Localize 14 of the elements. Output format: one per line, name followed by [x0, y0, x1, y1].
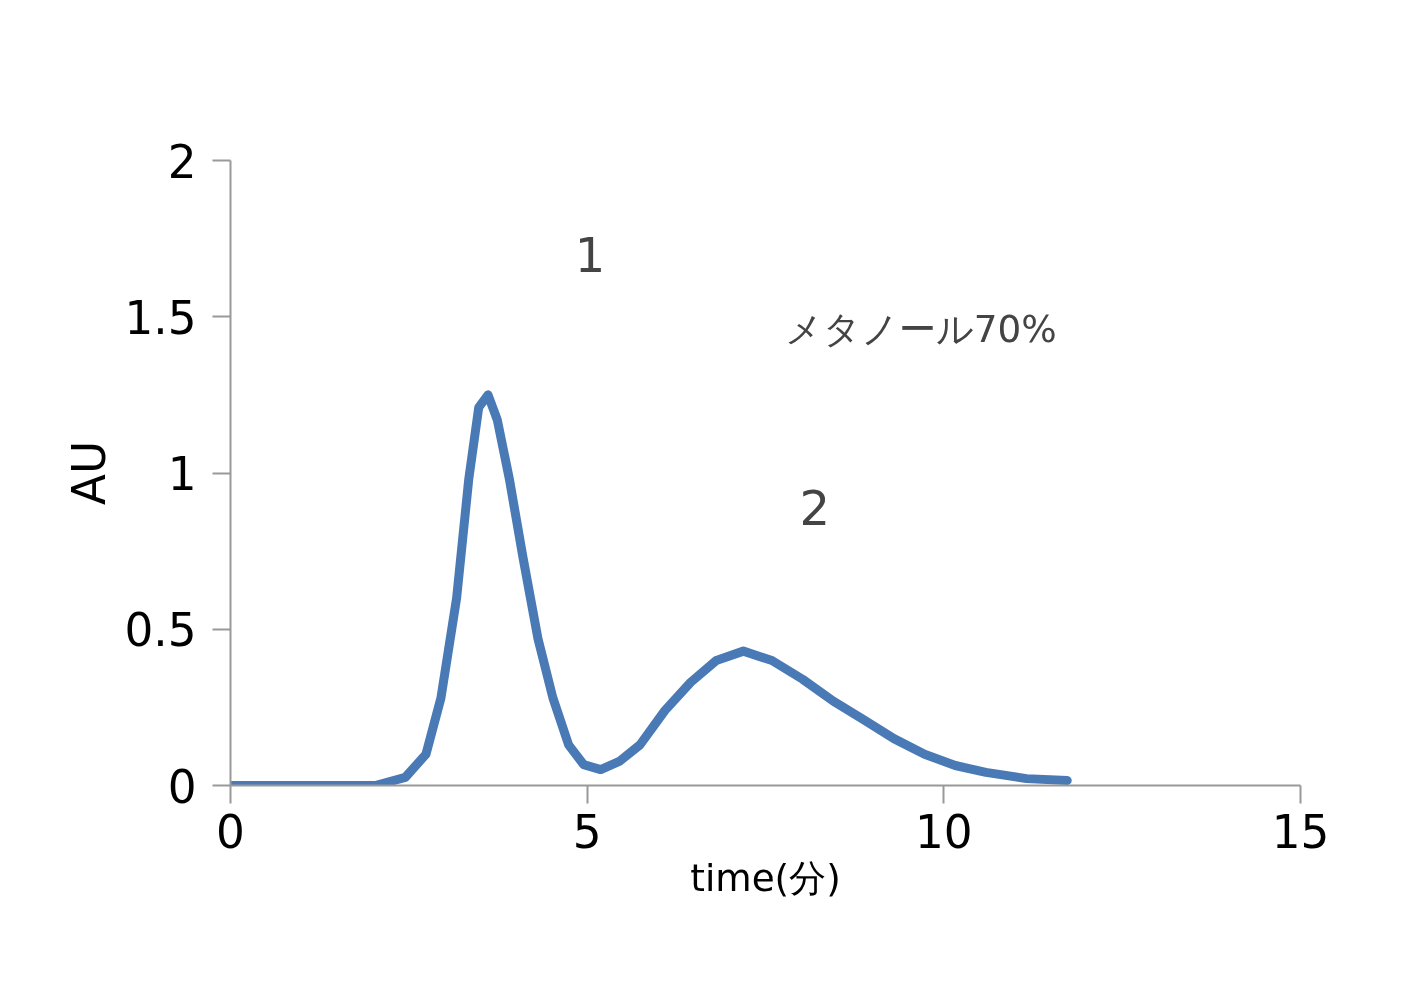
y-tick-label: 1.5 — [124, 291, 197, 345]
x-tick-label: 10 — [914, 805, 973, 859]
y-axis-title: AU — [63, 440, 117, 506]
y-tick-label: 0.5 — [124, 604, 197, 658]
annotation: 2 — [799, 479, 830, 536]
y-tick-label: 2 — [167, 135, 197, 189]
x-tick-label: 0 — [216, 805, 245, 859]
x-axis-title: time(分) — [690, 855, 841, 900]
x-tick-label: 15 — [1271, 805, 1330, 859]
x-tick-label: 5 — [572, 805, 602, 859]
y-tick-label: 1 — [167, 448, 197, 501]
y-tick-label: 0 — [167, 760, 197, 814]
annotation: メタノール70% — [784, 307, 1057, 352]
annotation: 1 — [574, 226, 606, 283]
